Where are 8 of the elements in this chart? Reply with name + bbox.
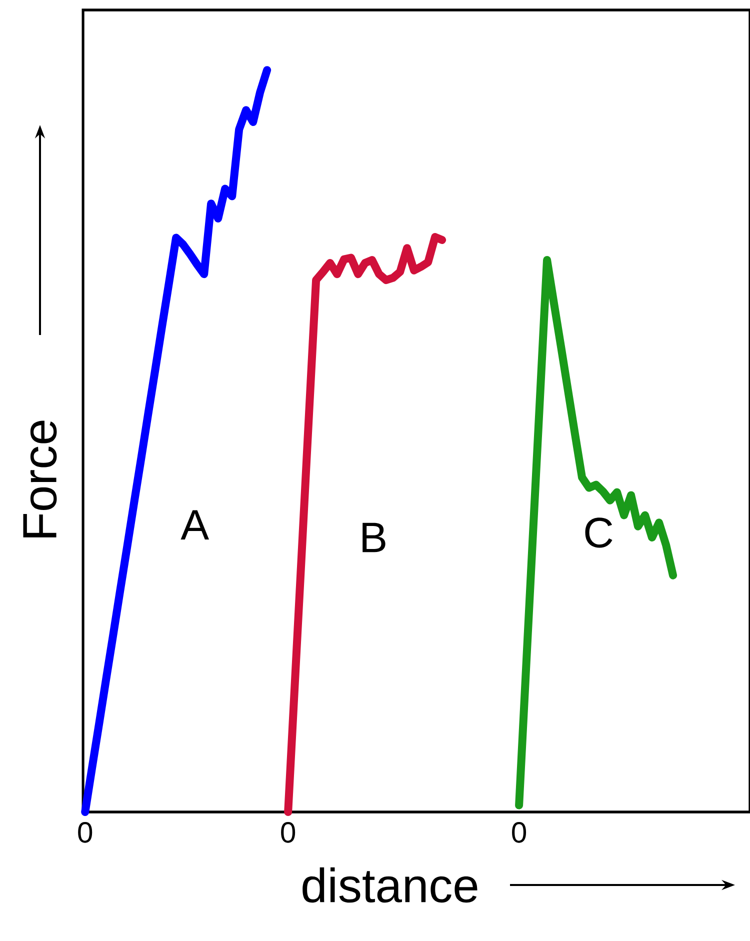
series-label: C xyxy=(585,518,612,548)
x-tick-label: 0 xyxy=(512,822,526,843)
series-label: A xyxy=(180,510,210,540)
x-axis-title: distance xyxy=(302,867,478,903)
x-tick-label: 0 xyxy=(281,822,296,843)
y-axis-title: Force xyxy=(23,420,57,538)
series-label: B xyxy=(362,522,386,552)
x-tick-label: 0 xyxy=(78,822,92,843)
